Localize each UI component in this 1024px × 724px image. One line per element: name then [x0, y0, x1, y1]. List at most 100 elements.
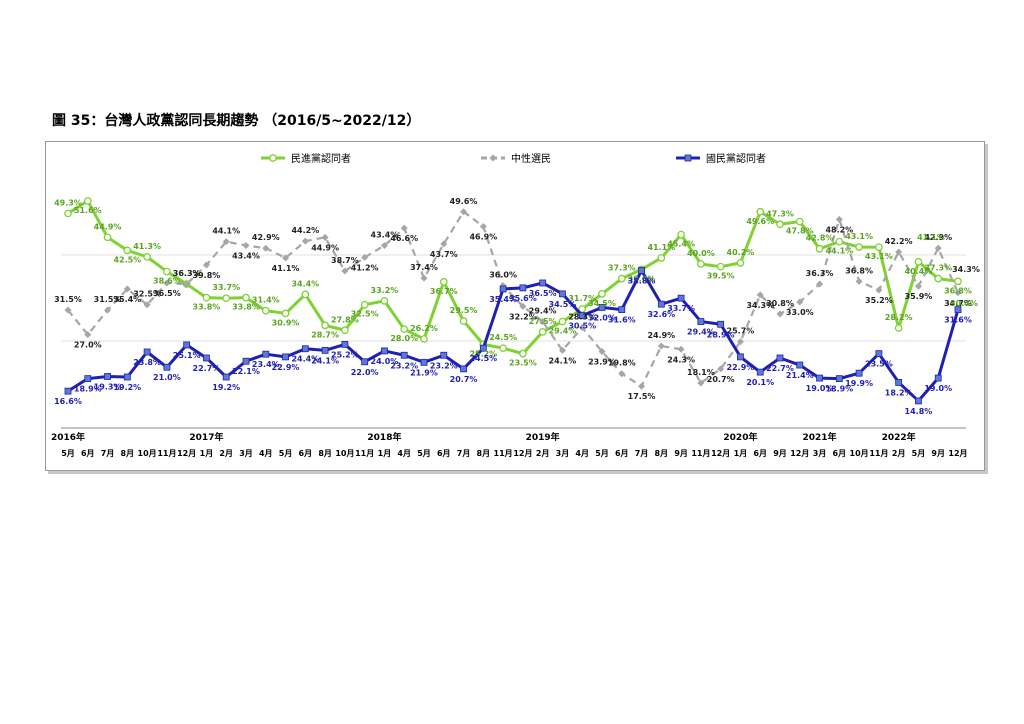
data-label: 34.3%: [746, 301, 774, 310]
data-label: 18.1%: [687, 368, 715, 377]
data-label: 34.5%: [549, 300, 577, 309]
data-label: 24.1%: [549, 356, 577, 365]
data-label: 24.3%: [667, 355, 695, 364]
data-label: 40.0%: [687, 249, 715, 258]
data-label: 40.2%: [727, 248, 755, 257]
legend-marker: [489, 154, 497, 162]
x-tick-label: 9月: [674, 449, 688, 458]
data-label: 51.6%: [74, 206, 102, 215]
data-label: 27.5%: [529, 317, 557, 326]
data-point: [855, 277, 863, 285]
data-point: [104, 306, 112, 314]
data-label: 28.0%: [390, 334, 418, 343]
data-label: 37.4%: [410, 263, 438, 272]
data-point: [83, 197, 92, 205]
data-label: 23.5%: [865, 360, 893, 369]
data-point: [420, 358, 428, 366]
data-label: 18.9%: [825, 385, 853, 394]
data-label: 29.4%: [549, 327, 577, 336]
data-label: 32.2%: [509, 312, 537, 321]
data-label: 28.3%: [568, 313, 596, 322]
data-label: 44.9%: [311, 243, 339, 252]
data-label: 35.9%: [905, 292, 933, 301]
data-point: [479, 344, 487, 352]
data-label: 42.8%: [806, 234, 834, 243]
grid-lines: [61, 254, 966, 429]
data-point: [677, 294, 685, 302]
x-tick-label: 12月: [790, 449, 809, 458]
data-label: 19.0%: [806, 384, 834, 393]
data-label: 36.8%: [845, 266, 873, 275]
x-axis: 5月 6月 7月 8月 10月 11月 12月 1月 2月 3月 4月 5月 6月 8月 10月 11月 1月 4…: [51, 431, 968, 458]
data-point: [796, 361, 804, 369]
data-label: 28.7%: [311, 330, 339, 339]
x-tick-label: 4月: [397, 449, 411, 458]
data-point: [103, 233, 112, 242]
data-point: [895, 379, 903, 386]
series-line: [67, 268, 960, 403]
x-tick-label: 3月: [556, 449, 570, 458]
legend-label: 民進黨認同者: [291, 152, 351, 165]
x-year-label: 2021年: [803, 431, 837, 443]
x-tick-label: 12月: [711, 449, 730, 458]
data-label: 39.8%: [193, 271, 221, 280]
data-point: [64, 209, 72, 218]
data-label: 34.4%: [291, 279, 319, 288]
data-label: 35.2%: [865, 296, 893, 305]
data-point: [321, 233, 329, 241]
data-label: 40.4%: [905, 267, 933, 276]
data-point: [598, 289, 606, 298]
data-label: 41.2%: [351, 263, 379, 272]
data-point: [895, 248, 903, 256]
data-point: [558, 346, 566, 354]
legend-item: 國民黨認同者: [676, 152, 766, 165]
x-tick-label: 7月: [457, 449, 471, 458]
data-point: [420, 335, 428, 343]
data-point: [875, 286, 883, 294]
data-point: [875, 243, 883, 251]
data-point: [163, 267, 171, 276]
data-label: 30.8%: [766, 299, 794, 308]
x-tick-label: 11月: [691, 449, 710, 458]
data-label: 47.3%: [766, 209, 794, 218]
data-label: 20.7%: [450, 375, 478, 384]
legend-marker: [684, 154, 692, 162]
series-layer: [64, 197, 962, 405]
data-point: [123, 246, 132, 255]
data-label: 30.4%: [950, 299, 978, 308]
data-point: [242, 293, 250, 302]
data-label: 42.9%: [924, 233, 952, 242]
data-point: [400, 325, 409, 334]
data-point: [202, 293, 211, 302]
data-label: 27.0%: [74, 341, 102, 350]
data-point: [737, 353, 744, 361]
x-tick-label: 10月: [335, 449, 354, 458]
x-year-label: 2022年: [882, 431, 916, 443]
data-point: [736, 259, 745, 267]
data-point: [914, 282, 922, 290]
x-tick-label: 2月: [536, 449, 550, 458]
data-point: [380, 297, 389, 305]
data-point: [816, 374, 823, 382]
x-tick-label: 7月: [101, 449, 115, 458]
legend-item: 中性選民: [481, 152, 551, 165]
data-label: 41.1%: [647, 243, 675, 252]
x-tick-label: 5月: [61, 449, 75, 458]
data-point: [657, 254, 666, 262]
data-point: [618, 306, 626, 314]
x-tick-label: 1月: [734, 449, 748, 458]
data-label: 23.9%: [588, 357, 616, 366]
x-year-label: 2017年: [189, 431, 223, 443]
data-point: [163, 279, 171, 287]
data-label: 32.6%: [647, 310, 675, 319]
data-point: [717, 365, 725, 373]
data-point: [143, 253, 151, 261]
chart-frame: 民進黨認同者 中性選民 國民黨認同者 49.3% 51.6% 44.9% 42.5% 41.…: [45, 141, 985, 471]
data-label: 35.4%: [489, 295, 517, 304]
x-tick-label: 6月: [81, 449, 95, 458]
data-labels: 49.3%51.6%44.9%42.5%41.3%38.6%36.3%33.8%…: [54, 197, 980, 416]
data-point: [104, 373, 111, 380]
data-point: [638, 382, 646, 390]
data-label: 22.9%: [727, 363, 755, 372]
data-label: 22.7%: [193, 364, 221, 373]
